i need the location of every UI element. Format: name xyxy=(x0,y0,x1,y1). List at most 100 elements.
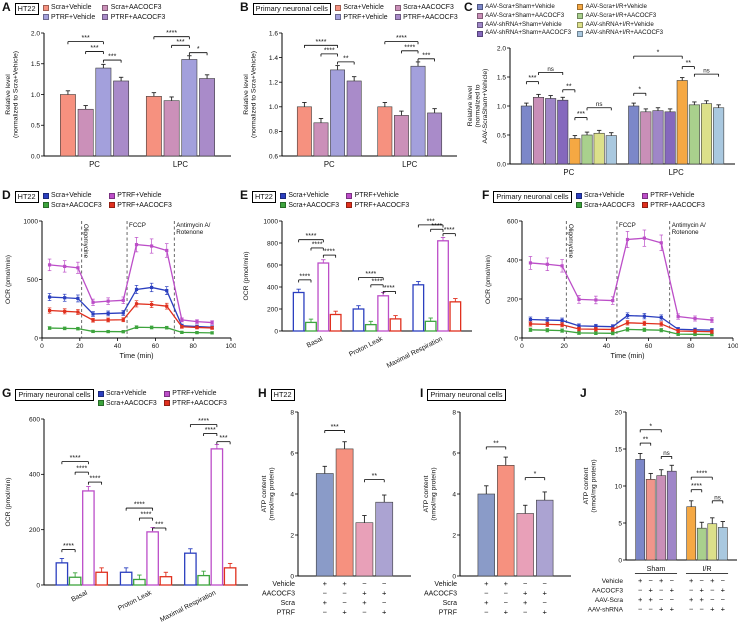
legend-swatch xyxy=(102,4,109,11)
panel-A: A HT22 Scra+Vehicle Scra+AACOCF3 PTRF+Vehi… xyxy=(2,0,238,178)
panel-J: J 0 5 10 15 20 ATP content (nmol/mg protein) Sh… xyxy=(580,387,740,637)
legend-item: Scra+Vehicle xyxy=(42,3,96,13)
svg-text:600: 600 xyxy=(507,218,518,225)
svg-text:(nmol/mg protein): (nmol/mg protein) xyxy=(591,459,598,512)
svg-text:***: *** xyxy=(155,522,163,529)
panel-letter: E xyxy=(240,188,249,202)
svg-text:PTRF: PTRF xyxy=(277,610,295,617)
legend-label: Scra+Vehicle xyxy=(51,192,92,199)
legend-item: PTRF+Vehicle xyxy=(42,13,95,23)
panel-letter: A xyxy=(2,0,11,14)
legend-item: AAV-shRNA+Sham+AACOCF3 xyxy=(476,29,571,38)
legend-label: AAV-Scra+I/R+AACOCF3 xyxy=(585,11,657,19)
svg-text:(normalized to: (normalized to xyxy=(475,84,482,127)
svg-text:0: 0 xyxy=(36,582,40,589)
svg-text:15: 15 xyxy=(615,446,623,453)
panel-E-header: E HT22 Scra+Vehicle PTRF+Vehicle Scra+AACO… xyxy=(240,188,480,210)
svg-text:5: 5 xyxy=(618,520,622,527)
svg-text:60: 60 xyxy=(645,343,653,350)
svg-text:*: * xyxy=(638,87,641,94)
svg-text:−: − xyxy=(649,576,654,585)
svg-text:****: **** xyxy=(76,466,87,473)
svg-text:−: − xyxy=(484,589,489,598)
svg-text:+: + xyxy=(721,586,726,595)
svg-text:Vehicle: Vehicle xyxy=(272,581,295,588)
svg-text:80: 80 xyxy=(687,343,695,350)
panel-E: E HT22 Scra+Vehicle PTRF+Vehicle Scra+AACO… xyxy=(240,188,480,374)
legend-swatch xyxy=(279,192,286,199)
chart-A: 0.0 0.5 1.0 1.5 2.0 Relative level (normalized… xyxy=(2,23,238,178)
svg-text:***: *** xyxy=(90,45,98,52)
svg-text:Oligomycine: Oligomycine xyxy=(82,224,89,259)
svg-text:800: 800 xyxy=(267,240,278,247)
svg-text:PC: PC xyxy=(563,168,574,177)
svg-text:LPC: LPC xyxy=(402,160,418,169)
svg-text:Maximal Respiration: Maximal Respiration xyxy=(386,335,444,369)
legend-C: AAV-Scra+Sham+Vehicle AAV-Scra+Sham+AACOC… xyxy=(476,3,663,38)
svg-text:+: + xyxy=(710,605,715,614)
svg-text:60: 60 xyxy=(152,343,160,350)
svg-text:+: + xyxy=(659,605,664,614)
svg-text:AACOCF3: AACOCF3 xyxy=(592,588,623,595)
panel-G-header: G Primary neuronal cells Scra+Vehicle PTR… xyxy=(2,387,256,408)
legend-swatch xyxy=(575,202,582,209)
svg-text:−: − xyxy=(543,598,548,607)
svg-text:***: *** xyxy=(219,435,227,442)
legend-swatch xyxy=(42,202,49,209)
svg-text:+: + xyxy=(362,598,367,607)
svg-text:Basal: Basal xyxy=(70,589,89,603)
svg-text:−: − xyxy=(670,595,675,604)
legend-label: PTRF+Vehicle xyxy=(343,13,388,21)
svg-text:40: 40 xyxy=(114,343,122,350)
svg-text:1.0: 1.0 xyxy=(269,104,278,111)
svg-text:**: ** xyxy=(643,437,649,444)
svg-text:1.5: 1.5 xyxy=(31,61,40,68)
svg-text:**: ** xyxy=(566,83,572,90)
legend-label: Scra+Vehicle xyxy=(288,192,329,199)
svg-text:+: + xyxy=(323,579,328,588)
chart-G: 0 200 400 600 OCR (pmol/min) Basal Proton Leak… xyxy=(2,409,256,634)
svg-text:+: + xyxy=(700,595,705,604)
svg-text:0: 0 xyxy=(452,573,456,580)
svg-text:+: + xyxy=(543,608,548,617)
svg-text:−: − xyxy=(342,598,347,607)
svg-text:+: + xyxy=(523,598,528,607)
svg-text:−: − xyxy=(670,576,675,585)
svg-text:**: ** xyxy=(343,55,349,62)
legend-label: Scra+Vehicle xyxy=(51,4,92,11)
svg-text:Relative level: Relative level xyxy=(5,74,12,115)
legend-item: AAV-shRNA+Sham+Vehicle xyxy=(476,21,571,30)
svg-text:0.0: 0.0 xyxy=(497,161,506,168)
svg-text:0.0: 0.0 xyxy=(31,153,40,160)
svg-text:1000: 1000 xyxy=(263,218,278,225)
svg-text:****: **** xyxy=(696,471,707,478)
svg-text:Proton Leak: Proton Leak xyxy=(348,335,384,358)
svg-text:2: 2 xyxy=(290,532,294,539)
chart-svg-J: 0 5 10 15 20 ATP content (nmol/mg protein) Sham… xyxy=(583,409,737,614)
legend-swatch xyxy=(577,4,584,11)
svg-text:+: + xyxy=(323,598,328,607)
svg-text:****: **** xyxy=(312,241,323,248)
legend-swatch xyxy=(42,192,49,199)
svg-text:ATP content: ATP content xyxy=(423,476,430,513)
legend-item: PTRF+AACOCF3 xyxy=(641,201,705,211)
svg-text:+: + xyxy=(543,589,548,598)
svg-text:****: **** xyxy=(70,455,81,462)
legend-item: PTRF+AACOCF3 xyxy=(108,201,172,211)
svg-text:PTRF: PTRF xyxy=(439,610,457,617)
chart-F: 0 200 400 600 OCR (pmol/min) 0 20 40 60 80 100 Time… xyxy=(482,211,740,370)
svg-text:−: − xyxy=(700,576,705,585)
svg-text:****: **** xyxy=(444,227,455,234)
legend-label: PTRF+AACOCF3 xyxy=(117,201,172,209)
svg-text:−: − xyxy=(721,595,726,604)
chart-svg-I: 0 2 4 6 8 ATP content (nmol/mg protein) Vehicle… xyxy=(423,409,571,617)
svg-text:−: − xyxy=(659,586,664,595)
svg-text:**: ** xyxy=(372,473,378,480)
svg-text:−: − xyxy=(659,595,664,604)
panel-I-header: I Primary neuronal cells xyxy=(420,387,578,401)
svg-text:Sham: Sham xyxy=(647,564,666,573)
legend-swatch xyxy=(476,4,483,11)
svg-text:80: 80 xyxy=(190,343,198,350)
svg-text:Antimycin A/: Antimycin A/ xyxy=(176,222,210,229)
